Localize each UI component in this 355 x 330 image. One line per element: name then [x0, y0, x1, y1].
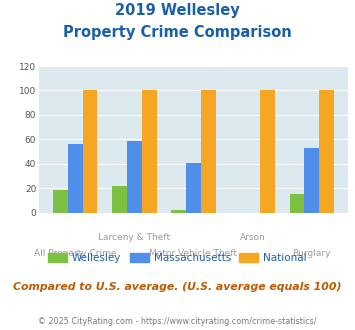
Text: Property Crime Comparison: Property Crime Comparison: [63, 25, 292, 40]
Bar: [127, 141, 142, 213]
Legend: Wellesley, Massachusetts, National: Wellesley, Massachusetts, National: [44, 248, 311, 267]
Bar: [304, 148, 319, 213]
Bar: [260, 90, 275, 213]
Bar: [201, 90, 215, 213]
Text: All Property Crime: All Property Crime: [34, 249, 116, 258]
Bar: [142, 90, 157, 213]
Text: 2019 Wellesley: 2019 Wellesley: [115, 3, 240, 18]
Text: Burglary: Burglary: [293, 249, 331, 258]
Bar: [83, 90, 97, 213]
Bar: [171, 211, 186, 213]
Bar: [290, 194, 304, 213]
Bar: [319, 90, 334, 213]
Bar: [68, 144, 83, 213]
Bar: [186, 163, 201, 213]
Bar: [53, 190, 68, 213]
Text: Arson: Arson: [240, 233, 266, 242]
Text: Larceny & Theft: Larceny & Theft: [98, 233, 170, 242]
Bar: [112, 186, 127, 213]
Text: © 2025 CityRating.com - https://www.cityrating.com/crime-statistics/: © 2025 CityRating.com - https://www.city…: [38, 317, 317, 326]
Text: Motor Vehicle Theft: Motor Vehicle Theft: [149, 249, 237, 258]
Text: Compared to U.S. average. (U.S. average equals 100): Compared to U.S. average. (U.S. average …: [13, 282, 342, 292]
